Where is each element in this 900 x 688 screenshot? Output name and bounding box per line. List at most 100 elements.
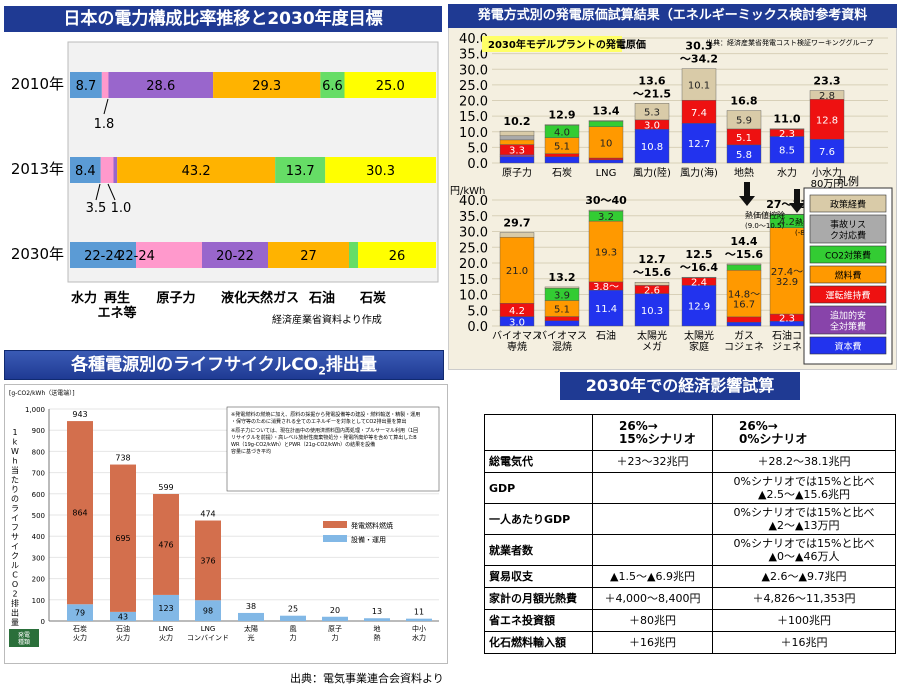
lca-ylabel-char: 排 — [11, 598, 19, 608]
lca-ytick-label: 500 — [32, 512, 45, 520]
econ-cell-0: ▲2.6～▲9.7兆円 — [712, 565, 896, 588]
lca-ops-label: 123 — [158, 604, 173, 613]
cost-bottom-category-label: 専焼 — [507, 341, 527, 353]
lca-category-label: コンバインド — [187, 634, 229, 642]
lca-category-label: 中小 — [412, 624, 426, 633]
cost-legend-swatch — [809, 245, 887, 264]
cost-legend-label: 運転維持費 — [825, 290, 870, 302]
lca-fuel-label: 376 — [200, 556, 215, 565]
cost-legend-swatch — [809, 285, 887, 304]
mix-bar-label: 29.3 — [252, 79, 281, 94]
mix-title: 日本の電力構成比率推移と2030年度目標 — [4, 6, 442, 32]
lca-category-label: 火力 — [159, 633, 173, 642]
cost-top-bar-segment — [544, 156, 580, 164]
cost-top-segment-label: 2.3 — [779, 129, 795, 140]
cost-bottom-category-label: バイオマス — [537, 330, 587, 342]
cost-top-bar-segment — [726, 110, 762, 130]
lca-bar-ops — [364, 618, 390, 621]
cost-top-segment-label: 3.3 — [509, 146, 525, 157]
mix-bar-label: 8.4 — [75, 164, 96, 179]
lca-ylabel-char: サ — [11, 533, 19, 542]
cost-ytick-label: 10.0 — [459, 126, 488, 141]
cost-ytick-label: 0.0 — [467, 157, 488, 172]
lca-total-label: 738 — [115, 454, 130, 463]
lca-category-label: 原子 — [328, 625, 342, 633]
cost-bottom-segment-label: 2.6 — [644, 285, 660, 296]
cost-bottom-category-label: 混焼 — [552, 341, 572, 353]
cost-top-segment-label: 12.7 — [688, 139, 710, 150]
cost-top-bar-segment — [769, 136, 805, 164]
heat-arrow-icon — [744, 182, 750, 196]
lca-category-label: 風 — [290, 625, 297, 633]
cost-legend-label: 事故リス — [830, 219, 866, 231]
cost-top-total-label: 23.3 — [813, 75, 840, 88]
lca-category-label: 力 — [290, 633, 297, 642]
cost-ytick-label: 35.0 — [459, 210, 488, 225]
mix-bar-segment — [70, 242, 136, 268]
mix-category-label: 再生 — [104, 290, 130, 306]
lca-bar-ops — [195, 600, 221, 621]
cost-top-segment-label: 5.8 — [736, 150, 752, 161]
cost-bottom-category-label: コジェネ — [724, 341, 764, 353]
mix-callout-label: 1.0 — [111, 201, 132, 216]
econ-cell-0: ＋16兆円 — [712, 631, 896, 654]
cost-top-total-label: 11.0 — [773, 113, 800, 126]
econ-cell-0: 0%シナリオでは15%と比べ ▲2.5～▲15.6兆円 — [712, 472, 896, 504]
cost-unit-label: 円/kWh — [450, 186, 485, 197]
cost-ytick-label: 40.0 — [459, 32, 488, 47]
cost-top-segment-label: 2.8 — [819, 91, 835, 102]
cost-bottom-bar-segment — [726, 316, 762, 323]
lca-ylabel-char: た — [11, 476, 19, 485]
cost-top-category-label: 80万円 — [811, 179, 844, 190]
lca-ops-label: 43 — [118, 612, 128, 621]
cost-bottom-bar-segment — [681, 285, 717, 327]
heat-value-label: (9.0～10.5) — [745, 222, 784, 230]
lca-category-label: 地 — [374, 624, 381, 633]
lca-ylabel-char: h — [12, 457, 17, 466]
lca-fuel-label: 476 — [158, 540, 173, 549]
econ-header-row: 26%→ 15%シナリオ 26%→ 0%シナリオ — [484, 414, 896, 451]
lca-category-label: 石炭 — [73, 625, 87, 633]
lca-title-post: 排出量 — [325, 355, 377, 375]
mix-bar-segment — [320, 72, 345, 98]
cost-bottom-bar-segment — [726, 322, 762, 327]
cost-bottom-category-label: バイオマス — [492, 330, 542, 342]
cost-top-total-label: ～21.5 — [633, 87, 671, 100]
cost-top-segment-label: 10 — [600, 138, 613, 149]
cost-top-segment-label: 12.8 — [816, 115, 838, 126]
lca-bar-ops — [153, 594, 179, 621]
mix-bar-label: 25.0 — [376, 79, 405, 94]
cost-top-segment-label: 7.6 — [819, 147, 835, 158]
cost-top-total-label: 10.2 — [503, 115, 530, 128]
lca-category-label: LNG — [159, 625, 174, 633]
cost-top-bar-segment — [544, 124, 580, 126]
mix-bar-segment — [349, 242, 358, 268]
lca-source: 出典：電気事業連合会資料より — [290, 672, 444, 685]
lca-ops-label: 98 — [203, 607, 213, 616]
mix-bar-segment — [117, 157, 276, 183]
cost-bottom-segment-label: 5.1 — [554, 305, 570, 316]
lca-ylabel-char: k — [13, 438, 18, 447]
lca-ops-label: 79 — [75, 609, 85, 618]
cost-top-bar-segment — [588, 120, 624, 122]
econ-cell-15: ▲1.5～▲6.9兆円 — [592, 565, 713, 588]
mix-bar-segment — [344, 72, 436, 98]
cost-bottom-category-label: 家庭 — [689, 340, 709, 353]
lca-ytick-label: 400 — [32, 533, 45, 541]
cost-subtitle: 2030年モデルプラントの発電原価 — [488, 38, 646, 51]
cost-top-category-label: 風力(海) — [680, 166, 718, 179]
econ-cell-15: ＋80兆円 — [592, 609, 713, 632]
cost-top-total-label: 30.3 — [685, 40, 712, 53]
mix-category-label: 液化天然ガス — [221, 290, 299, 306]
cost-bottom-bar-segment — [726, 270, 762, 318]
cost-bottom-category-label: 太陽光 — [637, 329, 667, 342]
lca-legend-label: 設備・運用 — [351, 535, 386, 544]
cost-ytick-label: 25.0 — [459, 79, 488, 94]
cost-top-segment-label: 5.9 — [736, 116, 752, 127]
cost-bottom-segment-label: 12.9 — [688, 302, 710, 313]
cost-top-bar-segment — [499, 135, 535, 141]
lca-total-label: 13 — [372, 607, 382, 616]
cost-top-bar-segment — [499, 130, 535, 137]
mix-year-label: 2010年 — [11, 75, 64, 93]
cost-top-bar-segment — [769, 128, 805, 130]
